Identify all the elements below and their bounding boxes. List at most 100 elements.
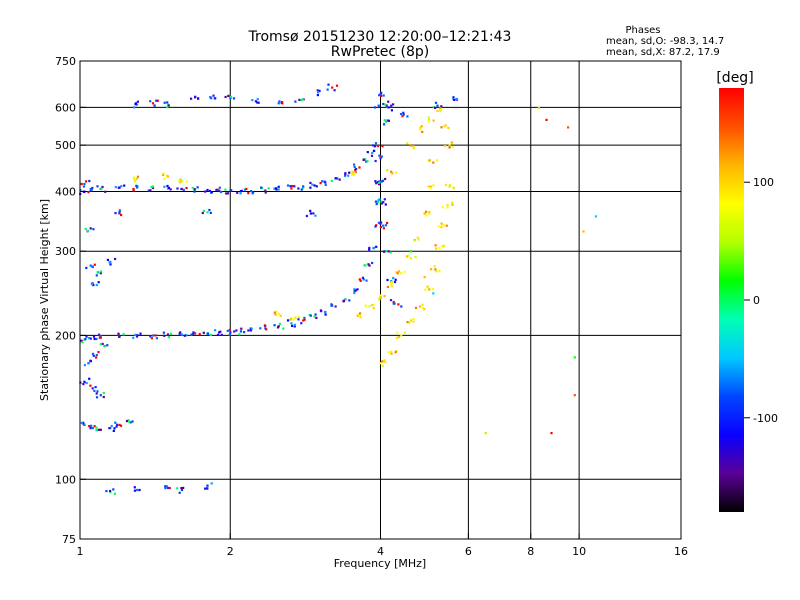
data-point	[448, 183, 451, 187]
data-point	[113, 492, 116, 495]
data-point	[441, 245, 444, 248]
data-point	[324, 183, 327, 186]
data-point	[117, 333, 120, 336]
data-point	[440, 226, 443, 229]
data-point	[226, 192, 230, 195]
data-point	[86, 229, 90, 232]
data-point	[99, 343, 102, 346]
data-point	[297, 187, 300, 190]
data-point	[366, 160, 369, 163]
data-point	[167, 336, 170, 339]
data-point	[196, 186, 199, 189]
data-point	[582, 230, 585, 233]
data-point	[374, 106, 377, 109]
data-point	[165, 485, 168, 488]
data-point	[450, 141, 453, 144]
data-point	[387, 250, 390, 253]
data-point	[208, 208, 211, 212]
data-point	[84, 180, 88, 183]
y-tick-label: 400	[55, 185, 76, 198]
data-point	[366, 151, 369, 154]
data-point	[435, 247, 438, 250]
data-point	[120, 185, 123, 188]
data-point	[98, 333, 101, 336]
data-point	[321, 180, 324, 183]
data-point	[151, 334, 155, 337]
data-point	[420, 125, 423, 128]
data-point	[309, 181, 312, 184]
data-point	[371, 304, 374, 307]
data-point	[132, 176, 135, 179]
data-point	[83, 380, 86, 383]
data-point	[423, 276, 426, 279]
data-point	[448, 144, 451, 147]
data-point	[368, 246, 371, 249]
data-point	[247, 192, 250, 195]
data-point	[238, 333, 241, 336]
data-point	[109, 263, 112, 266]
data-point	[214, 329, 217, 332]
x-tick-label: 16	[674, 545, 688, 558]
data-point	[427, 120, 430, 123]
data-point	[99, 270, 103, 273]
data-point	[89, 360, 92, 363]
data-point	[300, 188, 303, 191]
data-point	[81, 341, 84, 344]
data-point	[98, 336, 101, 339]
data-point	[409, 319, 412, 322]
data-point	[185, 186, 188, 190]
data-point	[428, 210, 431, 214]
data-point	[88, 337, 91, 340]
data-point	[412, 320, 415, 323]
data-point	[436, 104, 439, 107]
data-point	[99, 428, 102, 431]
data-point	[374, 225, 377, 228]
data-point	[406, 115, 409, 118]
data-point	[394, 278, 397, 281]
data-point	[128, 420, 131, 423]
data-point	[136, 185, 139, 188]
data-point	[123, 184, 126, 187]
data-point	[440, 222, 443, 225]
data-point	[439, 110, 442, 113]
data-point	[375, 182, 378, 185]
data-point	[382, 227, 385, 230]
y-tick-label: 75	[62, 533, 76, 546]
data-point	[451, 201, 454, 204]
data-point	[412, 317, 415, 321]
data-point	[91, 427, 94, 430]
data-point	[423, 212, 426, 215]
data-point	[409, 257, 412, 260]
data-point	[352, 171, 355, 174]
data-point	[114, 421, 117, 424]
data-point	[437, 225, 440, 228]
data-point	[249, 329, 253, 332]
data-point	[191, 332, 194, 335]
data-point	[484, 432, 487, 435]
data-point	[403, 270, 406, 273]
data-point	[163, 101, 166, 104]
data-point	[386, 119, 389, 122]
data-point	[406, 142, 409, 145]
data-point	[390, 109, 393, 112]
data-point	[133, 486, 136, 489]
data-point	[265, 328, 268, 331]
data-point	[374, 142, 378, 145]
data-point	[97, 351, 100, 354]
data-point	[153, 104, 156, 107]
data-point	[408, 321, 411, 324]
data-point	[378, 296, 381, 299]
data-point	[178, 179, 181, 183]
data-point	[413, 239, 416, 242]
data-point	[273, 187, 276, 190]
data-point	[278, 322, 281, 325]
data-point	[419, 126, 422, 129]
data-point	[100, 187, 103, 190]
data-point	[374, 180, 377, 183]
data-point	[438, 246, 441, 249]
data-point	[239, 330, 242, 333]
data-point	[429, 187, 433, 190]
data-point	[427, 185, 430, 188]
data-point	[233, 330, 236, 333]
data-point	[305, 214, 308, 218]
